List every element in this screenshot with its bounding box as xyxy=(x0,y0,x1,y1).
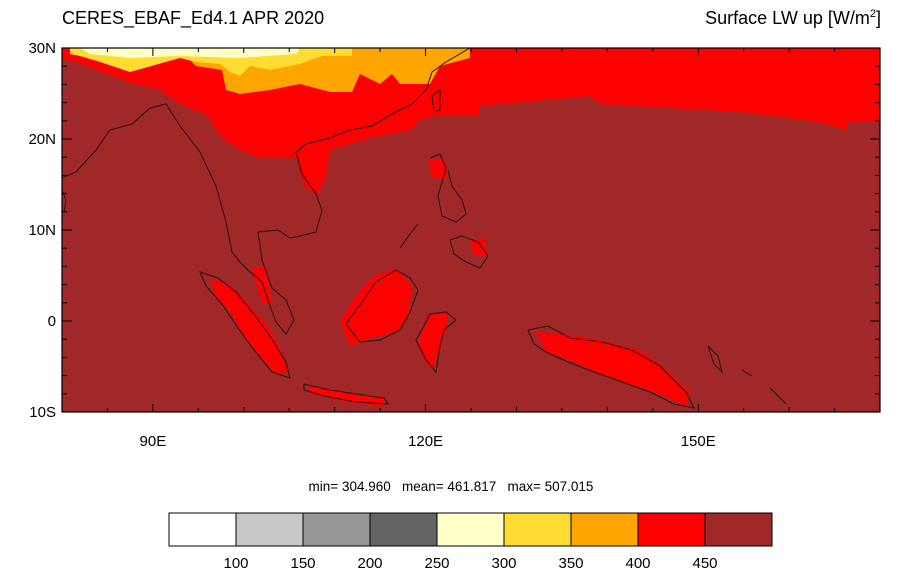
lat-label: 10S xyxy=(29,404,56,421)
field-400-450-philippines xyxy=(428,158,448,178)
colorbar-label: 300 xyxy=(491,555,516,572)
coastlines xyxy=(62,48,787,409)
colorbar: 100 150 200 250 300 350 400 450 xyxy=(168,512,773,572)
colorbar-swatch xyxy=(503,512,572,547)
lon-label: 150E xyxy=(681,433,716,450)
colorbar-swatch xyxy=(168,512,237,547)
colorbar-label: 100 xyxy=(223,555,248,572)
variable-title: Surface LW up [W/m2] xyxy=(705,8,881,28)
colorbar-label: 350 xyxy=(558,555,583,572)
field-400-450-sulawesi xyxy=(418,312,448,370)
colorbar-swatch xyxy=(570,512,639,547)
axis-ticks xyxy=(61,47,881,413)
field-250-300 xyxy=(80,48,300,58)
colorbar-label: 250 xyxy=(424,555,449,572)
stats-min: 304.960 xyxy=(341,479,391,494)
lon-label: 90E xyxy=(140,433,167,450)
lat-label: 20N xyxy=(28,131,56,148)
colorbar-swatch xyxy=(302,512,371,547)
field-400-450-indochina xyxy=(296,150,330,194)
stats-mean: 461.817 xyxy=(447,479,497,494)
field-400-450-mindanao xyxy=(470,238,488,256)
axis-labels: 30N 20N 10N 0 10S 90E 120E 150E xyxy=(28,40,715,450)
map-plot-area xyxy=(62,48,880,412)
colorbar-swatch xyxy=(704,512,773,547)
colorbar-swatch xyxy=(436,512,505,547)
field-400-450-newguinea xyxy=(536,332,690,406)
field-400-450-borneo xyxy=(340,268,412,346)
lon-label: 120E xyxy=(408,433,443,450)
colorbar-swatch xyxy=(235,512,304,547)
stats-line: min= 304.960 mean= 461.817 max= 507.015 xyxy=(308,479,594,494)
field-400-450-java xyxy=(310,386,384,406)
field-400-450-malay xyxy=(252,266,272,304)
colorbar-swatch xyxy=(369,512,438,547)
colorbar-swatch xyxy=(637,512,706,547)
stats-min-label: min= xyxy=(308,479,342,494)
field-400-450-sumatra xyxy=(210,278,290,374)
colorbar-label: 200 xyxy=(357,555,382,572)
lat-label: 30N xyxy=(28,40,56,57)
lat-label: 0 xyxy=(48,313,56,330)
map-title: CERES_EBAF_Ed4.1 APR 2020 xyxy=(62,8,325,28)
colorbar-label: 450 xyxy=(692,555,717,572)
lat-label: 10N xyxy=(28,222,56,239)
colorbar-label: 150 xyxy=(290,555,315,572)
colorbar-label: 400 xyxy=(625,555,650,572)
stats-max: 507.015 xyxy=(544,479,594,494)
